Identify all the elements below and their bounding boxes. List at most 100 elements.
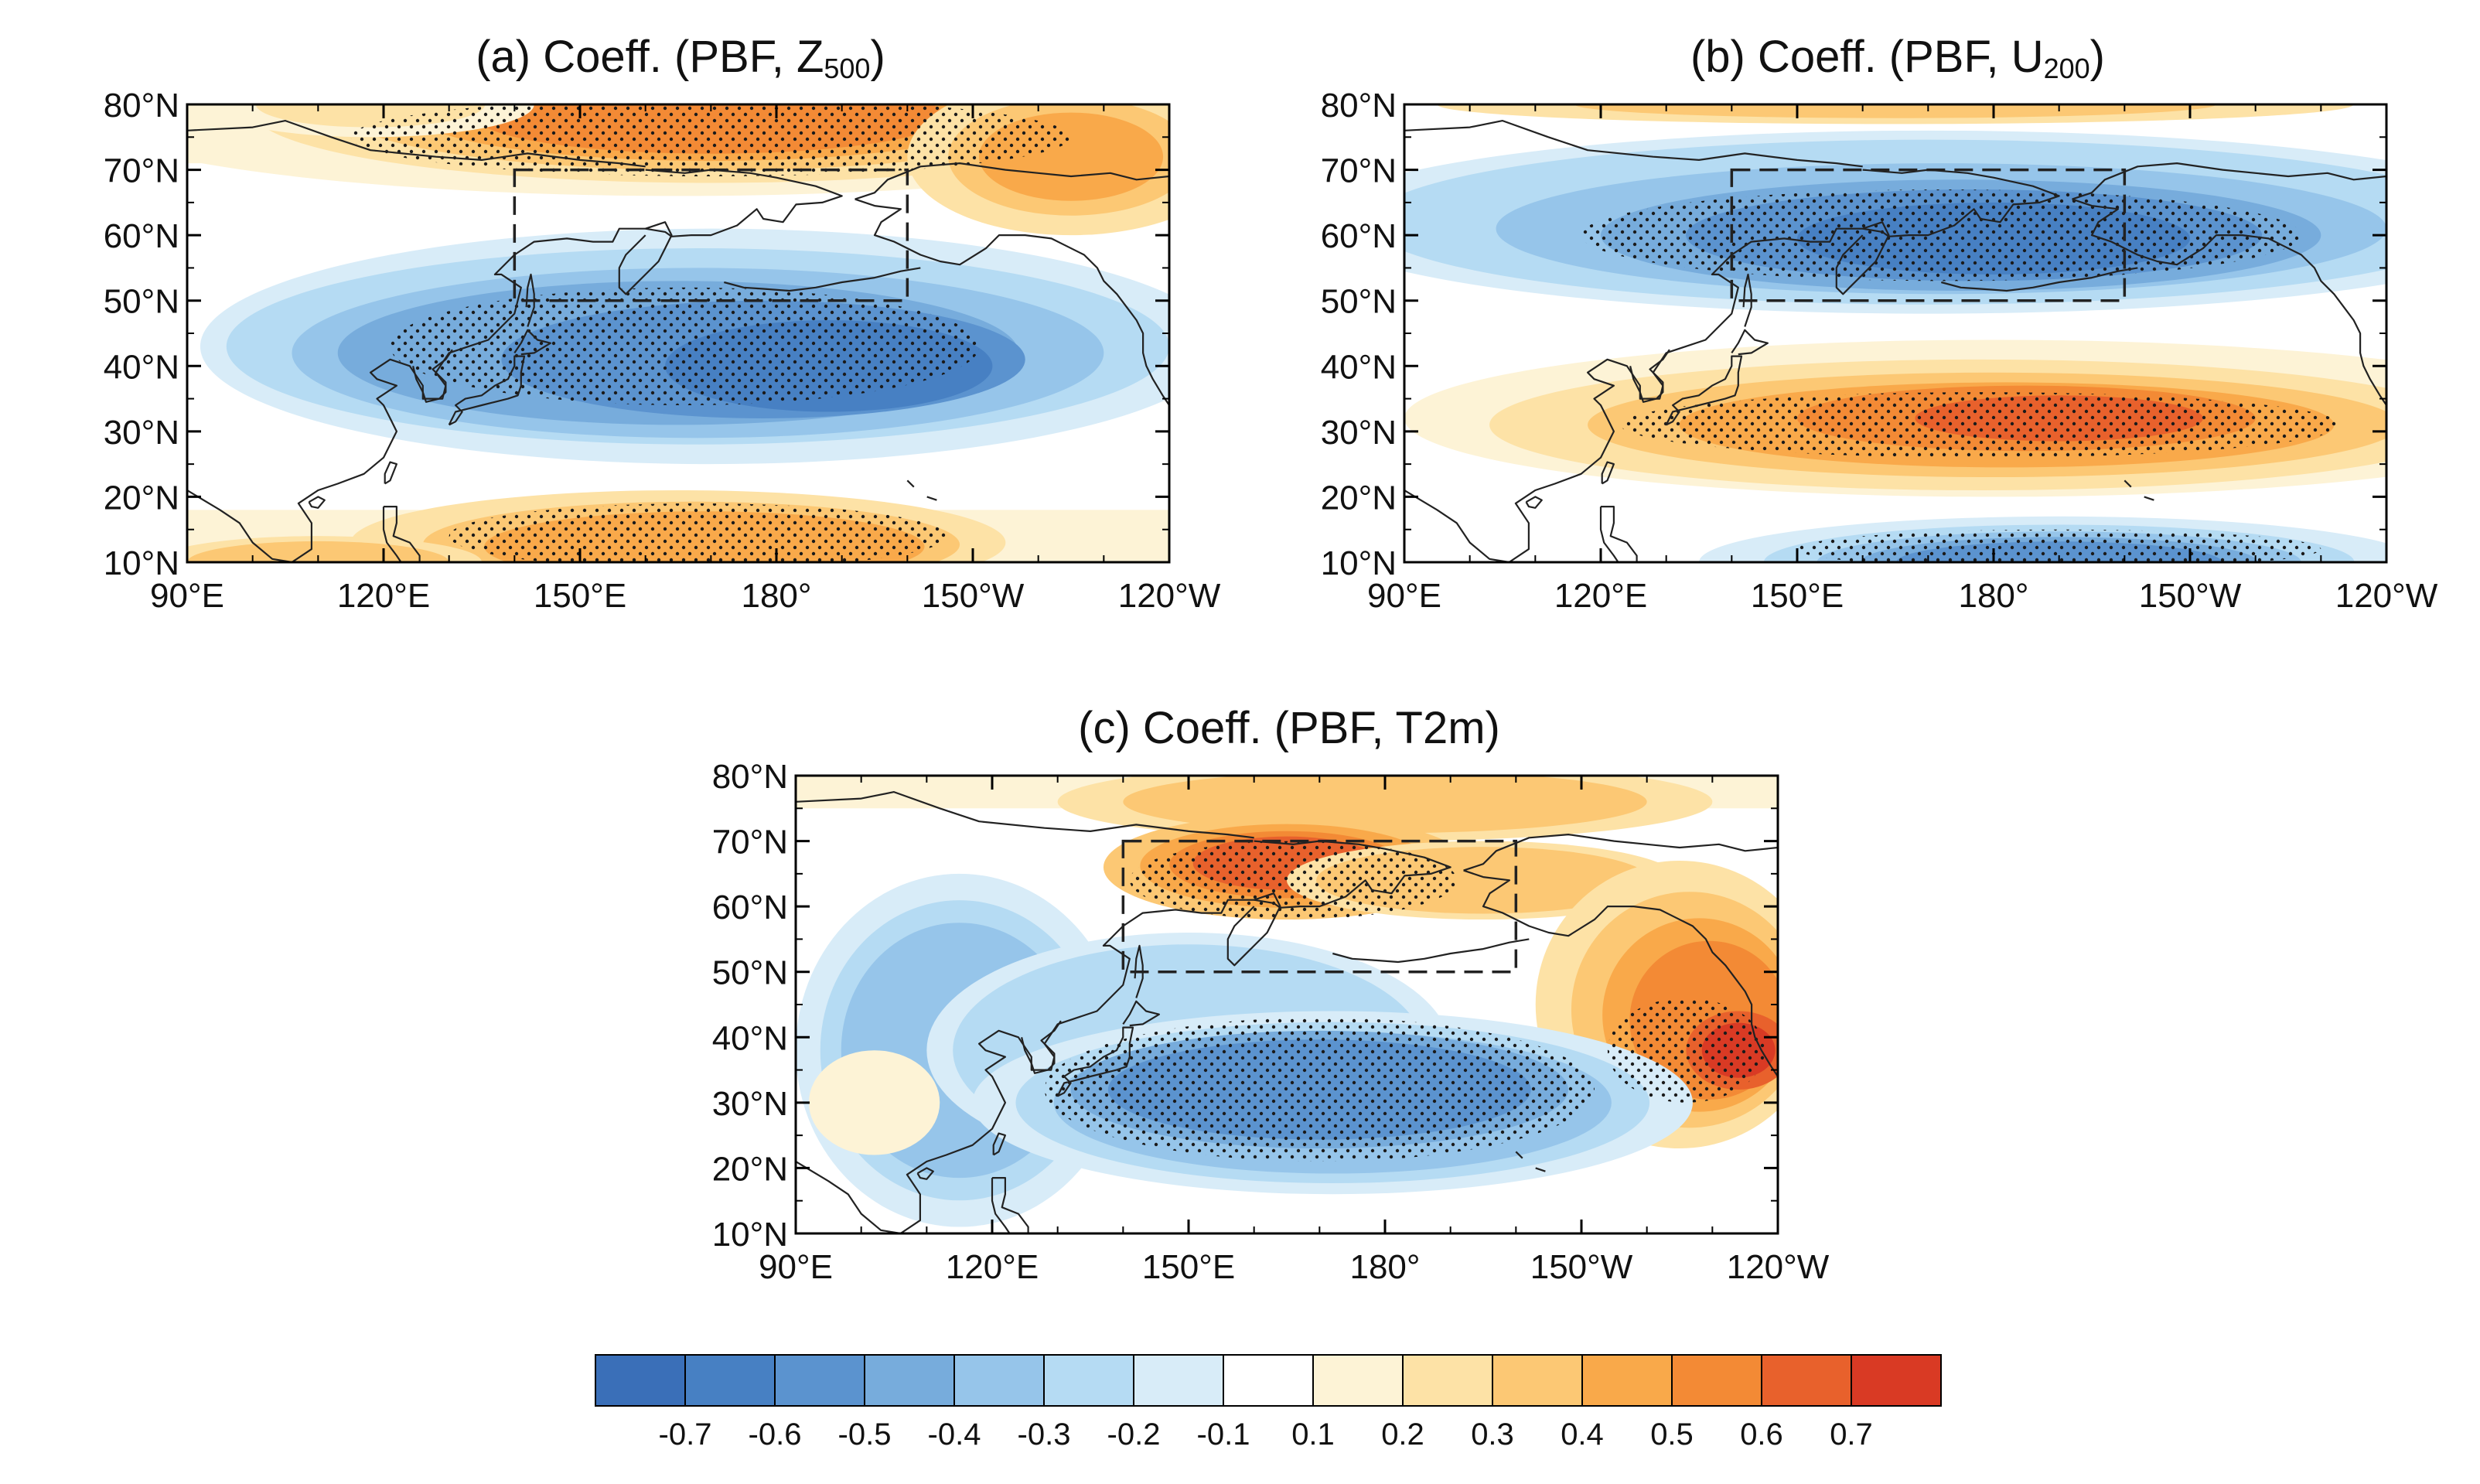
coastline: [220, 569, 278, 622]
lat-tick-label: 80°N: [712, 758, 788, 796]
lon-tick-label: 120°E: [946, 1248, 1039, 1286]
lat-tick-label: 40°N: [1321, 348, 1397, 386]
coastline: [992, 1132, 1006, 1156]
colorbar-label: 0.2: [1381, 1417, 1424, 1452]
field-b: [1404, 104, 2386, 562]
region-box: [1121, 839, 1518, 974]
colorbar-swatch: [864, 1354, 955, 1407]
region-box: [513, 168, 909, 302]
coastline: [796, 892, 1281, 1233]
coastlines: [1404, 120, 2386, 622]
coastline: [448, 355, 526, 426]
panel-c-title-prefix: (c) Coeff. (PBF, T2m): [1078, 703, 1500, 753]
coastlines: [187, 120, 1169, 622]
coastlines: [796, 791, 1778, 1233]
region-box: [1730, 168, 2127, 302]
lat-tick-label: 70°N: [104, 152, 179, 190]
colorbar-label: 0.3: [1471, 1417, 1514, 1452]
lat-tick-label: 80°N: [104, 87, 179, 125]
coastline: [1122, 1000, 1160, 1027]
lat-tick-label: 60°N: [104, 217, 179, 255]
colorbar-label: 0.5: [1650, 1417, 1694, 1452]
lon-tick-label: 180°: [1958, 577, 2028, 615]
panel-b-map: 80°N 70°N 60°N 50°N 40°N 30°N 20°N 10°N90°E 120°…: [1321, 87, 2438, 622]
lon-tick-label: 120°E: [1554, 577, 1647, 615]
coastline: [308, 496, 326, 509]
colorbar-swatch: [1223, 1354, 1314, 1407]
colorbar-label: -0.4: [928, 1417, 981, 1452]
lon-tick-label: 120°W: [1727, 1248, 1830, 1286]
colorbar-swatch: [1043, 1354, 1134, 1407]
lat-tick-label: 30°N: [712, 1085, 788, 1123]
lon-tick-label: 150°E: [1751, 577, 1844, 615]
coastline: [1629, 349, 1670, 403]
coastline: [1862, 169, 2060, 237]
colorbar-swatch: [1402, 1354, 1493, 1407]
colorbar-label: 0.1: [1291, 1417, 1335, 1452]
coastline: [1535, 1167, 1546, 1172]
coastline: [1665, 355, 1743, 426]
lat-tick-label: 50°N: [104, 283, 179, 321]
lon-tick-label: 90°E: [150, 577, 224, 615]
colorbar-swatch: [1492, 1354, 1583, 1407]
coastline: [1404, 120, 1863, 168]
lon-tick-label: 120°E: [337, 577, 430, 615]
coastline: [1941, 267, 2138, 292]
colorbar: -0.7 -0.6 -0.5 -0.4 -0.3 -0.2 -0.1 0.1 0.2 0.3 0.4…: [595, 1354, 1942, 1452]
field-c: [796, 776, 1778, 1233]
significance-stipple: [1607, 998, 1765, 1103]
lon-tick-label: 150°E: [1142, 1248, 1235, 1286]
significance-stipple: [1129, 841, 1458, 920]
lat-tick-label: 60°N: [1321, 217, 1397, 255]
lat-tick-label: 30°N: [104, 414, 179, 452]
colorbar-swatch: [1133, 1354, 1224, 1407]
lon-tick-label: 150°W: [922, 577, 1025, 615]
colorbar-label: -0.6: [749, 1417, 802, 1452]
panel-a-title-prefix: (a) Coeff. (PBF, Z: [476, 32, 824, 82]
panel-a-map: 80°N 70°N 60°N 50°N 40°N 30°N 20°N 10°N90°E 120°…: [104, 87, 1221, 622]
panel-c-map: 80°N 70°N 60°N 50°N 40°N 30°N 20°N 10°N90°E 120°…: [712, 758, 1830, 1286]
lon-tick-label: 150°W: [2139, 577, 2242, 615]
coastline: [645, 169, 843, 237]
coastline: [1742, 273, 1752, 327]
lat-tick-label: 40°N: [712, 1019, 788, 1057]
lon-tick-label: 90°E: [1367, 577, 1441, 615]
lon-tick-label: 180°: [741, 577, 811, 615]
colorbar-label: 0.4: [1561, 1417, 1604, 1452]
coastline: [382, 506, 421, 562]
coastline: [1525, 496, 1543, 509]
coastline: [1404, 221, 1890, 562]
lat-tick-label: 20°N: [712, 1150, 788, 1188]
panel-b-title-suffix: ): [2089, 32, 2105, 82]
coastline: [855, 162, 1169, 200]
colorbar-label: -0.3: [1018, 1417, 1071, 1452]
colorbar-label: -0.2: [1107, 1417, 1161, 1452]
lat-tick-label: 30°N: [1321, 414, 1397, 452]
coastline: [187, 221, 673, 562]
coastline: [724, 267, 921, 292]
coastline: [916, 1167, 934, 1180]
colorbar-swatch: [774, 1354, 865, 1407]
significance-stipple: [1581, 189, 2301, 281]
lat-tick-label: 50°N: [1321, 283, 1397, 321]
coastline: [926, 496, 937, 501]
coastline: [513, 329, 551, 356]
lat-tick-label: 40°N: [104, 348, 179, 386]
colorbar-label: -0.1: [1197, 1417, 1250, 1452]
panel-c-title: (c) Coeff. (PBF, T2m): [794, 702, 1784, 756]
lat-tick-label: 60°N: [712, 889, 788, 926]
coastline: [2124, 479, 2132, 488]
colorbar-swatch: [684, 1354, 776, 1407]
significance-stipple: [350, 104, 1071, 177]
lon-tick-label: 150°W: [1530, 1248, 1633, 1286]
colorbar-swatch: [1312, 1354, 1404, 1407]
lat-tick-label: 20°N: [1321, 479, 1397, 517]
coastline: [187, 120, 646, 168]
coastline: [384, 461, 397, 485]
significance-stipple: [1620, 392, 2341, 458]
panel-a-title-suffix: ): [870, 32, 885, 82]
coastline: [1463, 834, 1778, 872]
coastline: [1437, 569, 1496, 622]
panel-b-title: (b) Coeff. (PBF, U200): [1403, 31, 2393, 85]
colorbar-swatch: [595, 1354, 686, 1407]
